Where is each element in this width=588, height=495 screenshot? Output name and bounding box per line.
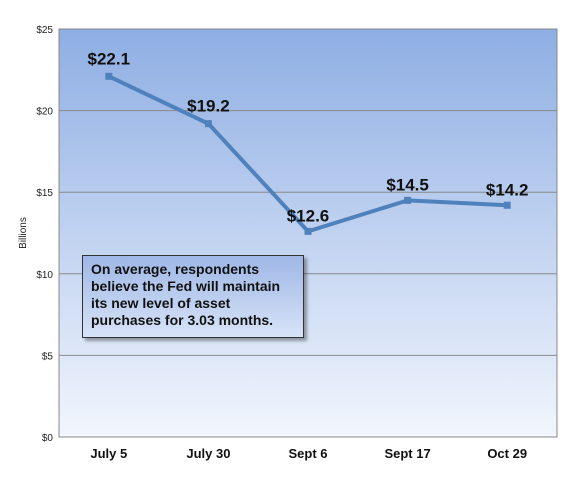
x-tick-label: Sept 6 [288, 446, 327, 461]
x-tick-labels: July 5 July 30 Sept 6 Sept 17 Oct 29 [90, 446, 527, 461]
data-point [105, 72, 113, 80]
y-axis-title: Billions [18, 217, 29, 249]
data-point [304, 227, 312, 235]
x-tick-label: Sept 17 [384, 446, 430, 461]
series-line [105, 72, 511, 235]
y-tick-label: $20 [36, 107, 53, 118]
y-tick-label: $0 [42, 433, 54, 444]
data-label: $19.2 [187, 97, 230, 116]
data-label: $22.1 [88, 49, 131, 68]
x-tick-label: July 30 [186, 446, 230, 461]
data-labels: $22.1 $19.2 $12.6 $14.5 $14.2 [88, 49, 529, 225]
y-tick-label: $10 [36, 270, 53, 281]
data-label: $12.6 [287, 206, 330, 225]
y-tick-label: $15 [36, 188, 53, 199]
data-point [404, 196, 412, 204]
data-label: $14.2 [486, 180, 529, 199]
data-label: $14.5 [386, 175, 429, 194]
y-tick-labels: $0 $5 $10 $15 $20 $25 [36, 25, 53, 444]
y-tick-label: $5 [42, 351, 54, 362]
data-point [204, 120, 212, 128]
data-point [503, 201, 511, 209]
x-tick-label: July 5 [90, 446, 127, 461]
x-tick-label: Oct 29 [487, 446, 527, 461]
y-tick-label: $25 [36, 25, 53, 36]
annotation-box: On average, respondents believe the Fed … [82, 255, 304, 338]
